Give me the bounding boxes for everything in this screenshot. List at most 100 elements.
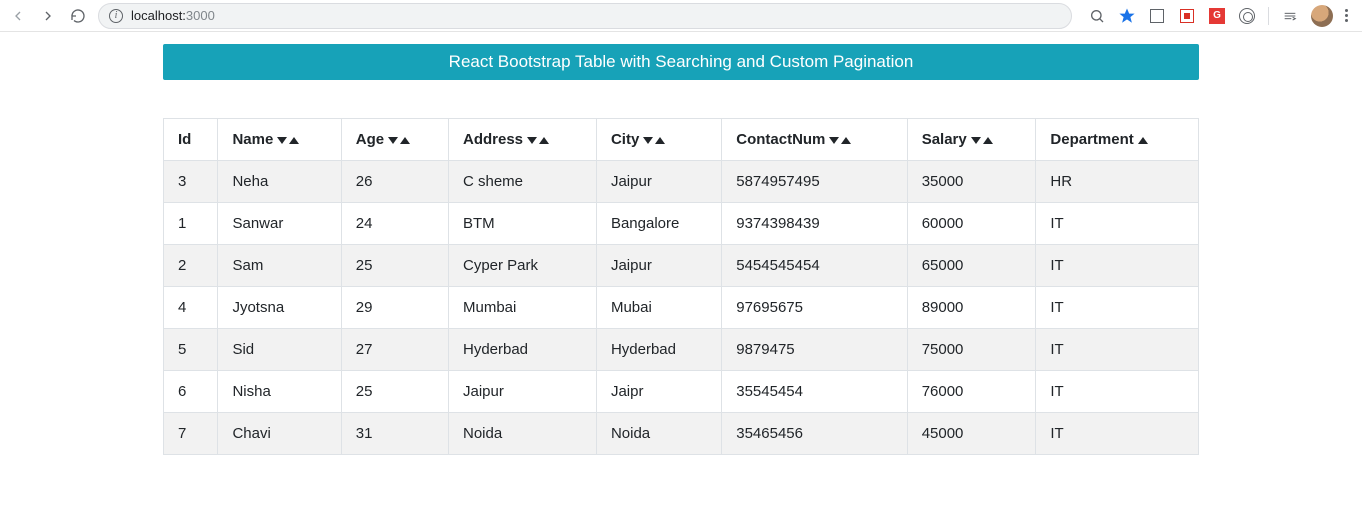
cell-salary: 65000 [907,245,1036,287]
column-header-contact[interactable]: ContactNum [722,119,907,161]
cell-age: 29 [341,287,448,329]
extension-record-icon[interactable] [1178,7,1196,25]
table-row: 3Neha26C shemeJaipur587495749535000HR [164,161,1199,203]
sort-desc-icon[interactable] [643,137,653,144]
cell-name: Sanwar [218,203,341,245]
address-bar[interactable]: i localhost:3000 [98,3,1072,29]
cell-salary: 35000 [907,161,1036,203]
sort-desc-icon[interactable] [277,137,287,144]
cell-salary: 45000 [907,413,1036,455]
page-title: React Bootstrap Table with Searching and… [163,44,1199,80]
table-row: 6Nisha25JaipurJaipr3554545476000IT [164,371,1199,413]
sort-asc-icon[interactable] [1138,137,1148,144]
page-content: React Bootstrap Table with Searching and… [163,44,1199,455]
cell-address: C sheme [448,161,596,203]
cell-id: 5 [164,329,218,371]
profile-avatar[interactable] [1311,5,1333,27]
column-header-department[interactable]: Department [1036,119,1199,161]
cell-id: 4 [164,287,218,329]
sort-carets[interactable] [1138,137,1148,144]
sort-carets[interactable] [971,137,993,144]
cell-age: 24 [341,203,448,245]
forward-button[interactable] [38,6,58,26]
sort-desc-icon[interactable] [971,137,981,144]
column-header-salary[interactable]: Salary [907,119,1036,161]
reload-button[interactable] [68,6,88,26]
cell-salary: 75000 [907,329,1036,371]
cell-department: IT [1036,203,1199,245]
cell-id: 6 [164,371,218,413]
cell-salary: 76000 [907,371,1036,413]
column-header-id: Id [164,119,218,161]
bookmark-star-icon[interactable] [1118,7,1136,25]
sort-asc-icon[interactable] [983,137,993,144]
media-control-icon[interactable] [1281,7,1299,25]
cell-address: Mumbai [448,287,596,329]
sort-asc-icon[interactable] [841,137,851,144]
sort-asc-icon[interactable] [539,137,549,144]
table-header-row: Id Name Age Address City ContactNum Salary Depa… [164,119,1199,161]
column-label: ContactNum [736,131,825,148]
column-header-age[interactable]: Age [341,119,448,161]
cell-city: Bangalore [596,203,721,245]
column-label: Department [1050,131,1133,148]
cell-address: Noida [448,413,596,455]
column-header-city[interactable]: City [596,119,721,161]
sort-desc-icon[interactable] [829,137,839,144]
sort-carets[interactable] [388,137,410,144]
column-header-name[interactable]: Name [218,119,341,161]
cell-department: IT [1036,287,1199,329]
sort-carets[interactable] [829,137,851,144]
cell-department: IT [1036,413,1199,455]
cell-age: 31 [341,413,448,455]
sort-asc-icon[interactable] [289,137,299,144]
cell-contact: 97695675 [722,287,907,329]
menu-kebab-icon[interactable] [1345,9,1348,22]
sort-carets[interactable] [277,137,299,144]
cell-id: 1 [164,203,218,245]
cell-age: 25 [341,371,448,413]
cell-address: Jaipur [448,371,596,413]
column-label: Address [463,131,523,148]
sort-desc-icon[interactable] [527,137,537,144]
sort-asc-icon[interactable] [655,137,665,144]
sort-desc-icon[interactable] [388,137,398,144]
cell-address: BTM [448,203,596,245]
cell-city: Noida [596,413,721,455]
cell-city: Jaipr [596,371,721,413]
cell-salary: 89000 [907,287,1036,329]
site-info-icon[interactable]: i [109,9,123,23]
column-label: Name [232,131,273,148]
url-text: localhost:3000 [131,8,215,23]
cell-department: IT [1036,371,1199,413]
cell-name: Sam [218,245,341,287]
extension-circle-icon[interactable] [1238,7,1256,25]
sort-asc-icon[interactable] [400,137,410,144]
cell-name: Neha [218,161,341,203]
column-header-address[interactable]: Address [448,119,596,161]
cell-salary: 60000 [907,203,1036,245]
cell-name: Sid [218,329,341,371]
zoom-icon[interactable] [1088,7,1106,25]
cell-name: Chavi [218,413,341,455]
cell-contact: 5874957495 [722,161,907,203]
table-row: 2Sam25Cyper ParkJaipur545454545465000IT [164,245,1199,287]
cell-city: Mubai [596,287,721,329]
cell-contact: 9879475 [722,329,907,371]
cell-address: Hyderbad [448,329,596,371]
extension-app-icon[interactable]: G [1208,7,1226,25]
table-row: 7Chavi31NoidaNoida3546545645000IT [164,413,1199,455]
cell-address: Cyper Park [448,245,596,287]
employee-table: Id Name Age Address City ContactNum Salary Depa… [163,118,1199,455]
cell-department: IT [1036,329,1199,371]
back-button[interactable] [8,6,28,26]
sort-carets[interactable] [643,137,665,144]
cell-department: HR [1036,161,1199,203]
cell-id: 3 [164,161,218,203]
sort-carets[interactable] [527,137,549,144]
cell-city: Hyderbad [596,329,721,371]
column-label: Salary [922,131,967,148]
extension-fullscreen-icon[interactable] [1148,7,1166,25]
table-row: 1Sanwar24BTMBangalore937439843960000IT [164,203,1199,245]
cell-name: Nisha [218,371,341,413]
